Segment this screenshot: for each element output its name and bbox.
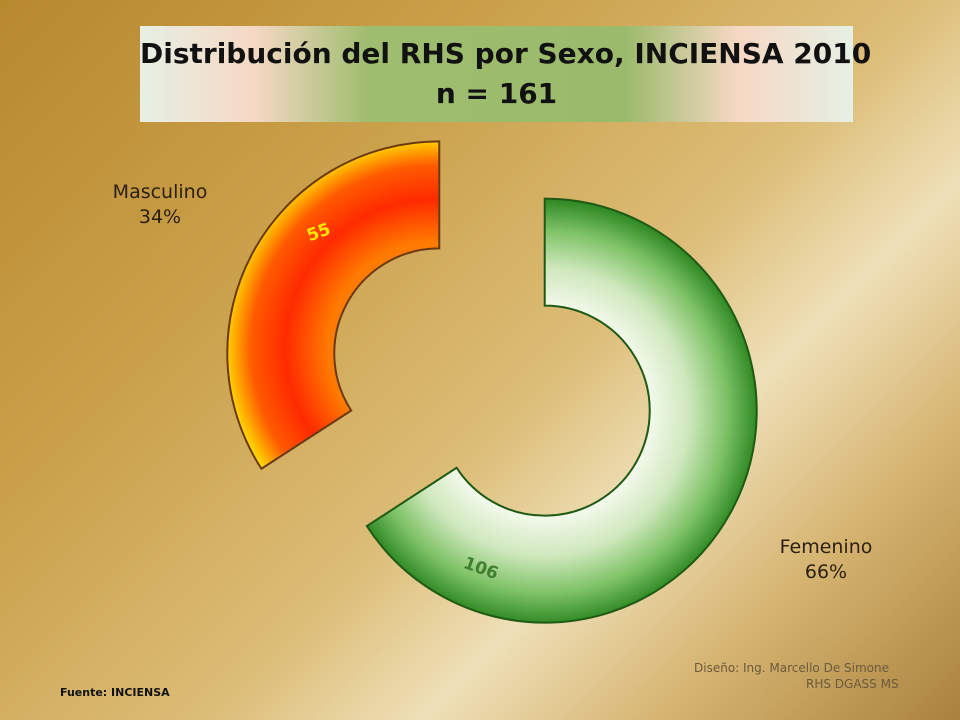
chart-title-box: Distribución del RHS por Sexo, INCIENSA … [140, 26, 872, 122]
chart-title: Distribución del RHS por Sexo, INCIENSA … [140, 37, 872, 70]
design-credit: Diseño: Ing. Marcello De Simone [694, 661, 889, 675]
category-name: Masculino [112, 181, 208, 203]
source-note: Fuente: INCIENSA [60, 686, 170, 699]
slice-masculino [226, 140, 441, 471]
legend-label-femenino: Femenino 66% [766, 535, 886, 585]
category-percent: 34% [138, 206, 182, 228]
design-credit-org: RHS DGASS MS [806, 677, 899, 691]
legend-label-masculino: Masculino 34% [100, 180, 220, 230]
category-percent: 66% [804, 561, 848, 583]
chart-subtitle: n = 161 [435, 77, 558, 110]
category-name: Femenino [779, 536, 873, 558]
slice-femenino [365, 197, 758, 624]
